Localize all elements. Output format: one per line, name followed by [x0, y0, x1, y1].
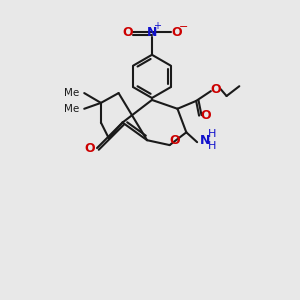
Text: +: + — [153, 21, 161, 31]
Text: H: H — [208, 141, 216, 151]
Text: N: N — [200, 134, 210, 147]
Text: −: − — [179, 22, 188, 32]
Text: H: H — [208, 129, 216, 139]
Text: Me: Me — [64, 104, 79, 114]
Text: O: O — [169, 134, 180, 147]
Text: O: O — [122, 26, 133, 39]
Text: O: O — [201, 109, 211, 122]
Text: O: O — [210, 82, 221, 96]
Text: O: O — [85, 142, 95, 154]
Text: Me: Me — [64, 88, 79, 98]
Text: N: N — [147, 26, 157, 39]
Text: O: O — [171, 26, 182, 39]
